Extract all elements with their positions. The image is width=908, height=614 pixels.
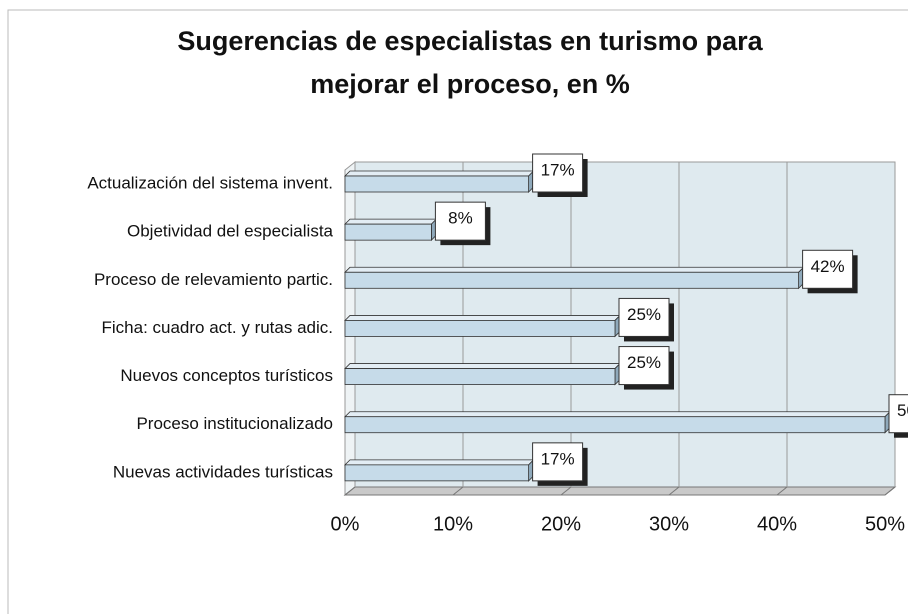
bar: [344, 464, 530, 482]
value-label: 42%: [811, 257, 845, 276]
y-tick-label: Actualización del sistema invent.: [87, 173, 333, 192]
y-tick-label: Nuevos conceptos turísticos: [120, 366, 333, 385]
bar-top: [344, 459, 535, 466]
x-tick-label: 10%: [433, 513, 473, 535]
bar-top: [344, 363, 621, 369]
tick-mark: [776, 486, 788, 496]
y-tick-label: Ficha: cuadro act. y rutas adic.: [102, 318, 334, 337]
value-label: 25%: [627, 305, 661, 324]
bar: [344, 175, 530, 193]
chart-title: Sugerencias de especialistas en turismo …: [177, 26, 763, 99]
bar-top: [344, 315, 621, 321]
bar: [344, 320, 616, 337]
bar: [344, 271, 800, 289]
y-tick-label: Proceso institucionalizado: [136, 414, 333, 433]
value-label: 17%: [541, 449, 575, 468]
tick-mark: [560, 486, 572, 496]
bar: [344, 223, 432, 241]
value-label-box: [434, 201, 486, 241]
x-tick-label: 40%: [757, 513, 797, 535]
value-label-box: [532, 442, 584, 482]
tick-mark: [344, 486, 356, 496]
value-label: 50%: [897, 401, 908, 420]
y-tick-label: Nuevas actividades turísticas: [113, 462, 333, 481]
x-tick-label: 0%: [331, 513, 360, 535]
y-tick-label: Proceso de relevamiento partic.: [94, 270, 333, 289]
x-tick-label: 30%: [649, 513, 689, 535]
bar: [344, 368, 616, 385]
bar-top: [344, 218, 438, 225]
y-tick-label: Objetividad del especialista: [127, 222, 334, 241]
value-label-box: [618, 297, 670, 337]
tick-mark: [452, 486, 464, 496]
value-label-box: [532, 153, 584, 193]
tick-mark: [668, 486, 680, 496]
bar-top: [344, 266, 805, 273]
x-tick-label: 20%: [541, 513, 581, 535]
value-label-box: [802, 249, 854, 289]
value-label: 8%: [448, 209, 473, 228]
bar: [344, 416, 886, 434]
value-label: 25%: [627, 353, 661, 372]
value-label-box: [888, 394, 908, 434]
bar-top: [344, 411, 891, 418]
x-tick-label: 50%: [865, 513, 905, 535]
value-label-box: [618, 346, 670, 386]
tick-mark: [884, 486, 896, 496]
bar-top: [344, 170, 535, 177]
plot-floor: [343, 486, 897, 496]
value-label: 17%: [541, 160, 575, 179]
